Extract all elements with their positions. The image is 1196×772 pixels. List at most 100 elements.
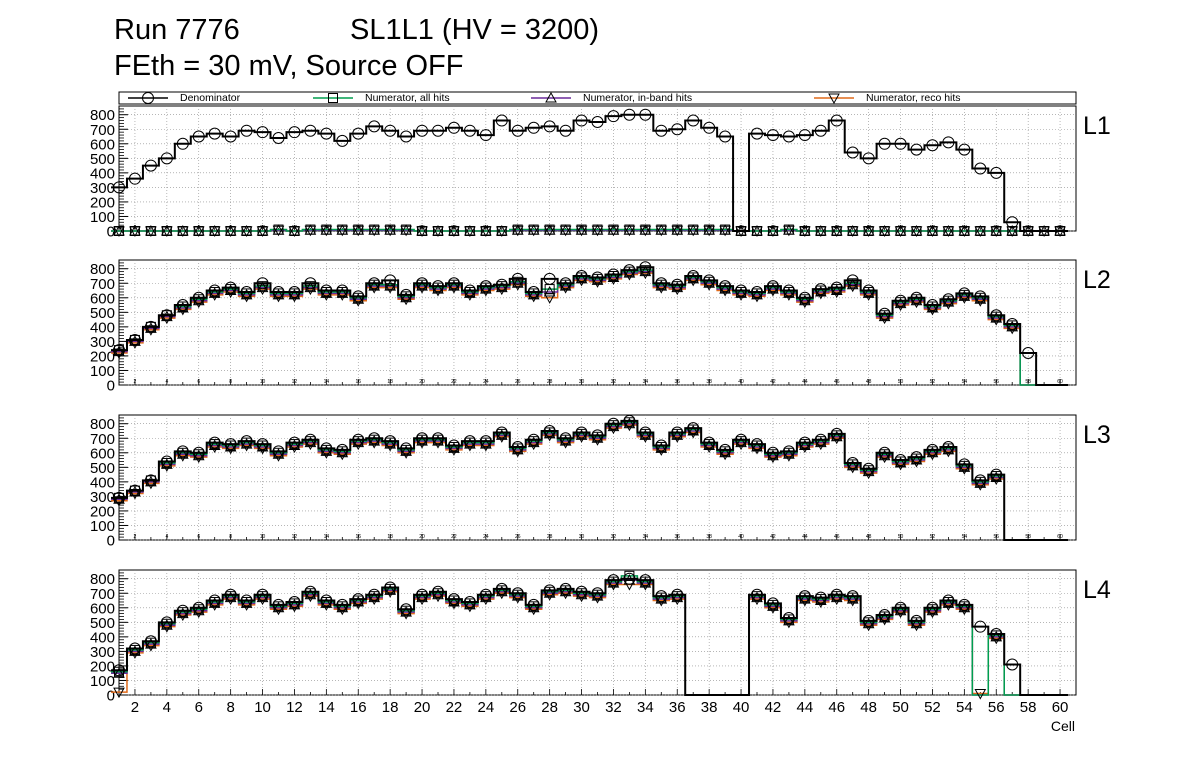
series-denominator [111, 419, 1069, 541]
data-point [511, 280, 524, 291]
data-point [719, 286, 731, 297]
data-point [495, 585, 508, 597]
x-tick-label: 58 [1025, 379, 1031, 385]
data-point [432, 124, 444, 137]
data-point [208, 600, 221, 611]
data-point [336, 225, 349, 237]
conditions-subtitle: FEth = 30 mV, Source OFF [114, 50, 464, 82]
x-tick-label: 26 [515, 379, 521, 385]
data-point [304, 281, 317, 293]
data-point [894, 456, 907, 468]
data-point [862, 290, 875, 301]
data-point [1022, 226, 1034, 238]
data-point [352, 225, 365, 237]
data-point [145, 475, 157, 487]
data-point [671, 281, 684, 293]
data-point [671, 225, 684, 237]
data-point [208, 290, 221, 301]
data-point [384, 280, 396, 291]
x-tick-label: 4 [165, 225, 168, 231]
data-point [208, 597, 221, 608]
data-point [878, 310, 891, 322]
legend-box [118, 91, 1077, 105]
x-tick-label: 12 [292, 225, 298, 231]
data-point [751, 440, 763, 452]
data-point [830, 287, 843, 299]
data-point [958, 143, 971, 156]
x-tick-label: 28 [547, 379, 553, 385]
y-tick-label: 100 [90, 673, 115, 690]
data-point [400, 294, 412, 306]
data-point [336, 134, 349, 147]
data-point [224, 591, 237, 603]
data-point [495, 114, 508, 127]
x-tick-label: 42 [770, 379, 776, 385]
data-point [814, 594, 827, 606]
data-point [240, 438, 253, 449]
data-point [607, 271, 620, 282]
data-point [559, 435, 572, 446]
x-tick-label: 16 [355, 534, 361, 540]
data-point [894, 300, 907, 312]
data-point [400, 448, 412, 459]
data-point [161, 313, 173, 325]
x-tick-label: 30 [579, 379, 585, 385]
data-point [1054, 226, 1066, 238]
data-point [384, 225, 396, 237]
x-tick-label: 24 [483, 534, 489, 540]
data-point [990, 633, 1003, 645]
data-point [272, 448, 285, 459]
data-point [958, 293, 971, 304]
x-tick-label: 14 [324, 225, 330, 231]
x-tick-label: 38 [706, 225, 712, 231]
data-point [639, 429, 652, 440]
data-point [575, 225, 588, 237]
data-point [352, 595, 365, 607]
data-point [384, 438, 396, 449]
data-point [224, 284, 237, 296]
data-point [623, 108, 636, 121]
data-point [480, 226, 492, 238]
data-point [974, 293, 987, 304]
x-tick-label: 48 [866, 379, 872, 385]
data-point [591, 115, 604, 128]
x-tick-label: 44 [802, 379, 808, 385]
data-point [352, 439, 365, 451]
data-point [336, 449, 349, 461]
x-tick-label: 54 [962, 534, 968, 540]
data-point [751, 443, 763, 455]
data-point [224, 594, 237, 606]
data-point [958, 601, 971, 613]
x-tick-label: 24 [483, 379, 489, 385]
x-tick-label: 8 [229, 225, 232, 231]
data-point [527, 288, 540, 300]
data-point [719, 446, 731, 458]
x-tick-label: 46 [834, 534, 840, 540]
x-tick-label: 2 [134, 534, 137, 540]
data-point [910, 457, 923, 468]
data-point [719, 225, 731, 237]
data-point [926, 226, 939, 238]
data-point [894, 459, 907, 471]
data-point [224, 440, 237, 452]
y-tick-label: 400 [90, 319, 115, 336]
data-point [208, 287, 221, 298]
x-tick-label: 56 [993, 225, 999, 231]
data-point [926, 446, 939, 458]
data-point [671, 429, 684, 440]
data-point [368, 283, 381, 294]
data-point [639, 432, 652, 443]
data-point [144, 159, 157, 172]
y-tick-label: 200 [90, 503, 115, 520]
data-point [272, 291, 285, 303]
data-point [910, 617, 923, 629]
data-point [464, 601, 476, 613]
data-point [942, 296, 955, 307]
x-tick-label: 22 [451, 534, 457, 540]
data-point [814, 124, 827, 137]
data-point [161, 226, 173, 238]
data-point [288, 226, 301, 238]
legend-entry: Numerator, reco hits [814, 92, 961, 105]
data-point [687, 424, 700, 436]
